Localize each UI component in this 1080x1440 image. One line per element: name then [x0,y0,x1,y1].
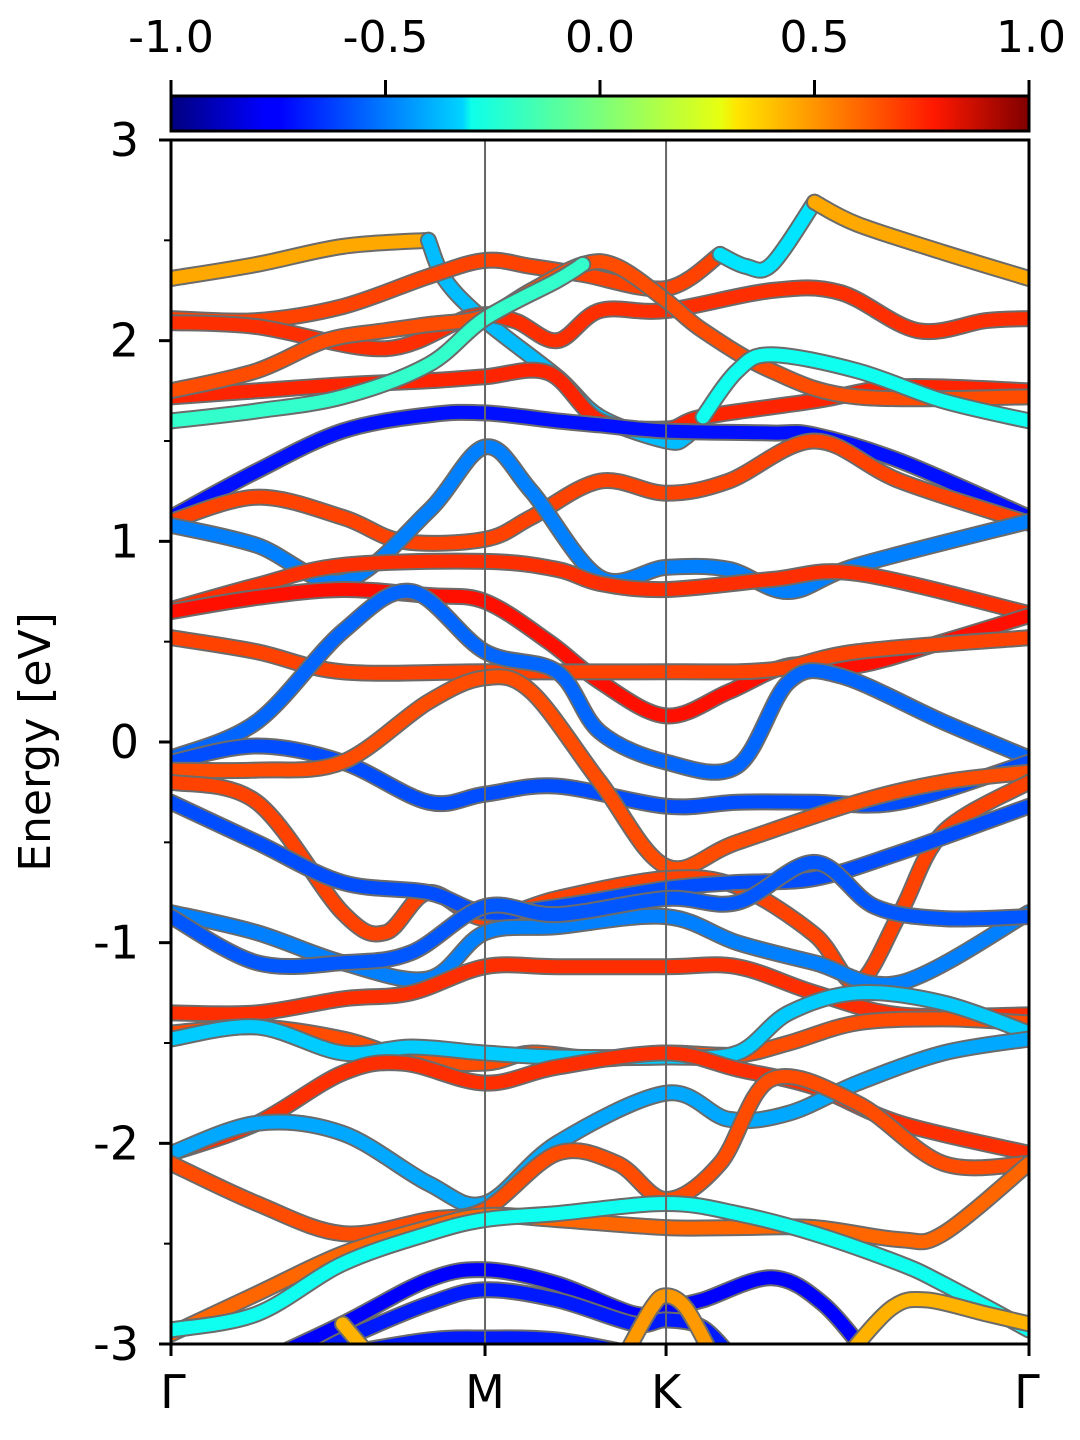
band-line [284,1263,867,1344]
band-line [362,1331,618,1344]
band-line [171,670,1029,876]
colorbar-gradient [169,94,1031,133]
y-tick-label: 3 [110,113,139,167]
colorbar-tick-label: -0.5 [343,12,429,63]
band-line [171,795,1029,920]
band-line [808,195,1029,285]
plot-area: 3 2 1 0 -1 -2 -3 Γ M K Γ [93,113,1040,1419]
band-line [171,281,1029,356]
band-line [171,1069,1029,1241]
y-tick-label: -2 [93,1116,139,1170]
colorbar-tick-label: 0.5 [780,12,850,63]
k-point-label: K [651,1365,683,1419]
band-line [171,906,1029,992]
band-line [171,855,1029,974]
band-line [336,1317,369,1344]
y-tick-label: 0 [110,715,139,769]
y-tick-label: -3 [93,1317,139,1371]
y-tick-label: 2 [110,314,139,368]
band-line [171,1197,1029,1337]
band-line [171,584,1029,779]
band-line [696,348,1029,428]
band-line [171,1032,1029,1212]
band-line [171,440,1029,598]
band-line [171,257,590,428]
y-axis-label: Energy [eV] [10,612,61,872]
k-point-label: Γ [1014,1365,1040,1419]
y-tick-label: 1 [110,514,139,568]
band-line [171,631,1029,680]
k-point-label: M [465,1365,505,1419]
band-line [713,195,821,277]
band-line [171,554,1029,621]
band-line [171,434,1029,550]
colorbar-tick-label: -1.0 [128,12,214,63]
colorbar: -1.0 -0.5 0.0 0.5 1.0 [128,12,1066,133]
colorbar-tick-label: 0.0 [565,12,635,63]
band-line [171,582,1029,723]
colorbar-tick-label: 1.0 [996,12,1066,63]
band-line [848,1292,1029,1344]
y-tick-label: -1 [93,916,139,970]
band-line [171,958,1029,1024]
k-point-label: Γ [160,1365,186,1419]
band-line [171,1156,1029,1341]
band-line [171,233,435,285]
